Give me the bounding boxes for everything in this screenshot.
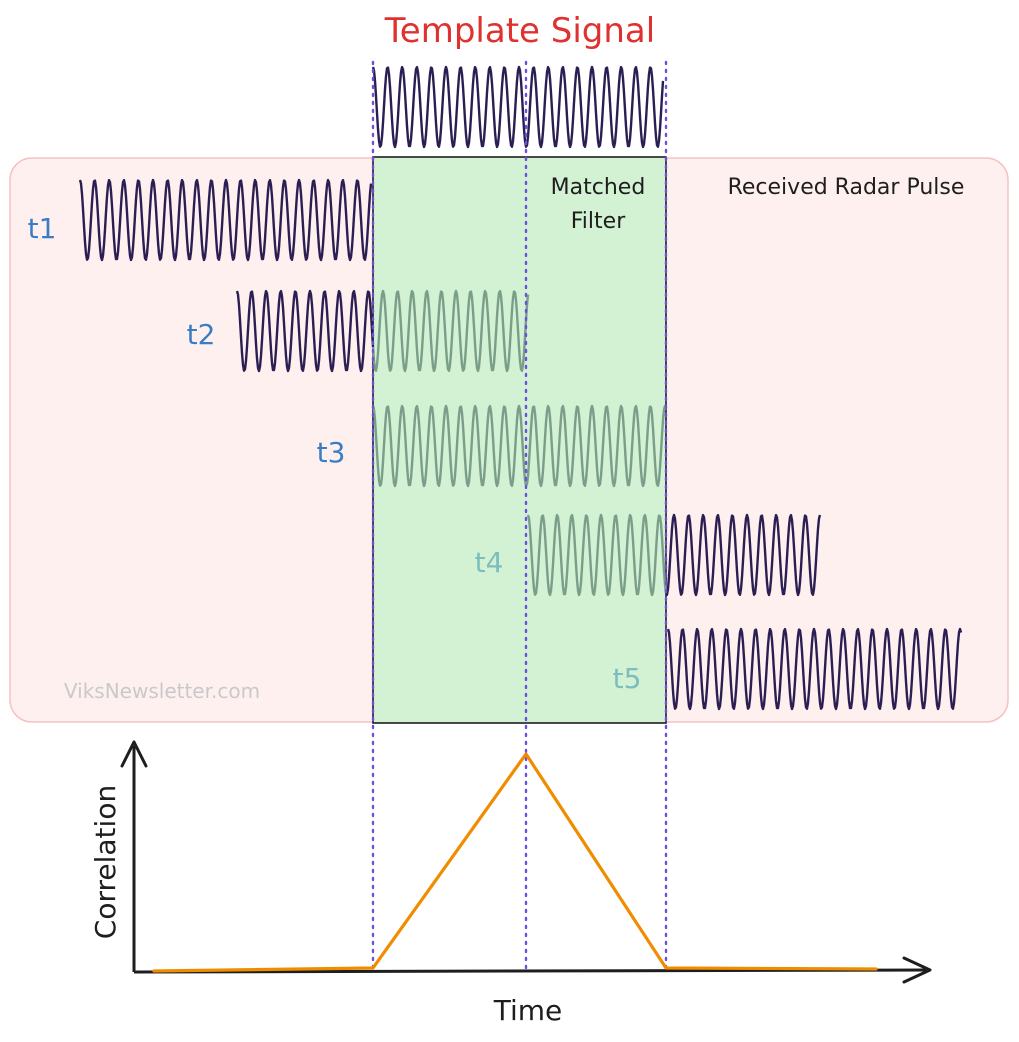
template-signal-title: Template Signal <box>384 11 655 51</box>
x-axis-arrowhead <box>902 956 932 984</box>
wave-t2-segment-1 <box>371 289 530 373</box>
filter-label-line2: Filter <box>571 209 626 234</box>
time-label-t5: t5 <box>613 662 642 695</box>
pulse-t3-wave <box>371 404 668 488</box>
y-axis-arrowhead <box>120 740 148 768</box>
wave-t1-segment-0 <box>78 178 373 262</box>
wave-t5-segment-0 <box>666 627 963 711</box>
filter-label-line1: Matched <box>551 175 646 200</box>
x-axis-label: Time <box>493 994 563 1027</box>
panel-label: Received Radar Pulse <box>728 175 965 200</box>
pulse-t1-wave <box>78 178 373 262</box>
pulse-t5-wave <box>666 627 963 711</box>
wave-template-segment-0 <box>371 65 665 149</box>
time-label-t4: t4 <box>475 546 504 579</box>
pulse-t2-wave <box>235 289 530 373</box>
wave-t2-segment-0 <box>235 289 375 373</box>
pulse-t4-wave <box>526 513 822 597</box>
matched-filter-window <box>372 156 667 724</box>
wave-t4-segment-1 <box>665 513 822 597</box>
time-label-t3: t3 <box>317 436 346 469</box>
template-signal-wave <box>371 65 665 149</box>
x-axis <box>133 968 927 974</box>
time-label-t1: t1 <box>28 212 57 245</box>
time-label-t2: t2 <box>187 318 216 351</box>
watermark: ViksNewsletter.com <box>64 679 260 703</box>
wave-t3-segment-0 <box>371 404 668 488</box>
wave-t4-segment-0 <box>526 513 668 597</box>
y-axis-label: Correlation <box>89 785 122 939</box>
correlation-curve <box>152 752 878 973</box>
